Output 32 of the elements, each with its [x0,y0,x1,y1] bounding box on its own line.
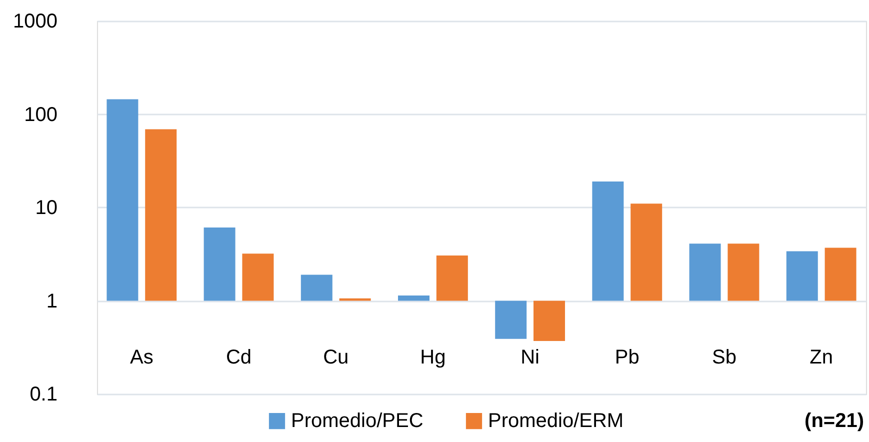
text: (n=21) [804,410,864,432]
y-tick-label: 0.1 [30,384,58,406]
bar [689,244,721,301]
bar [339,298,371,301]
bar [630,204,662,301]
y-tick-label: 100 [24,104,58,126]
legend-label: Promedio/ERM [488,410,624,432]
x-tick-label: Zn [810,346,834,368]
bar [436,255,468,301]
bar [495,300,527,339]
legend-label: Promedio/PEC [291,410,424,432]
bar [728,244,760,301]
y-tick-label: 1000 [13,10,58,32]
x-tick-label: Sb [712,346,736,368]
bar [145,129,177,301]
x-tick-label: Cd [226,346,252,368]
x-tick-label: Pb [614,346,640,368]
x-tick-label: Cu [323,346,349,368]
y-tick-label: 1 [46,290,58,312]
bar [824,248,856,301]
x-tick-label: As [130,346,154,368]
bar [242,254,274,301]
bar [398,295,430,301]
bar [786,251,818,301]
bar [106,99,138,301]
x-tick-label: Ni [520,346,540,368]
bar [204,228,236,301]
bar [592,182,624,301]
y-tick-label: 10 [35,197,58,219]
bar [300,274,332,301]
bar [534,300,566,342]
x-tick-label: Hg [420,346,446,368]
